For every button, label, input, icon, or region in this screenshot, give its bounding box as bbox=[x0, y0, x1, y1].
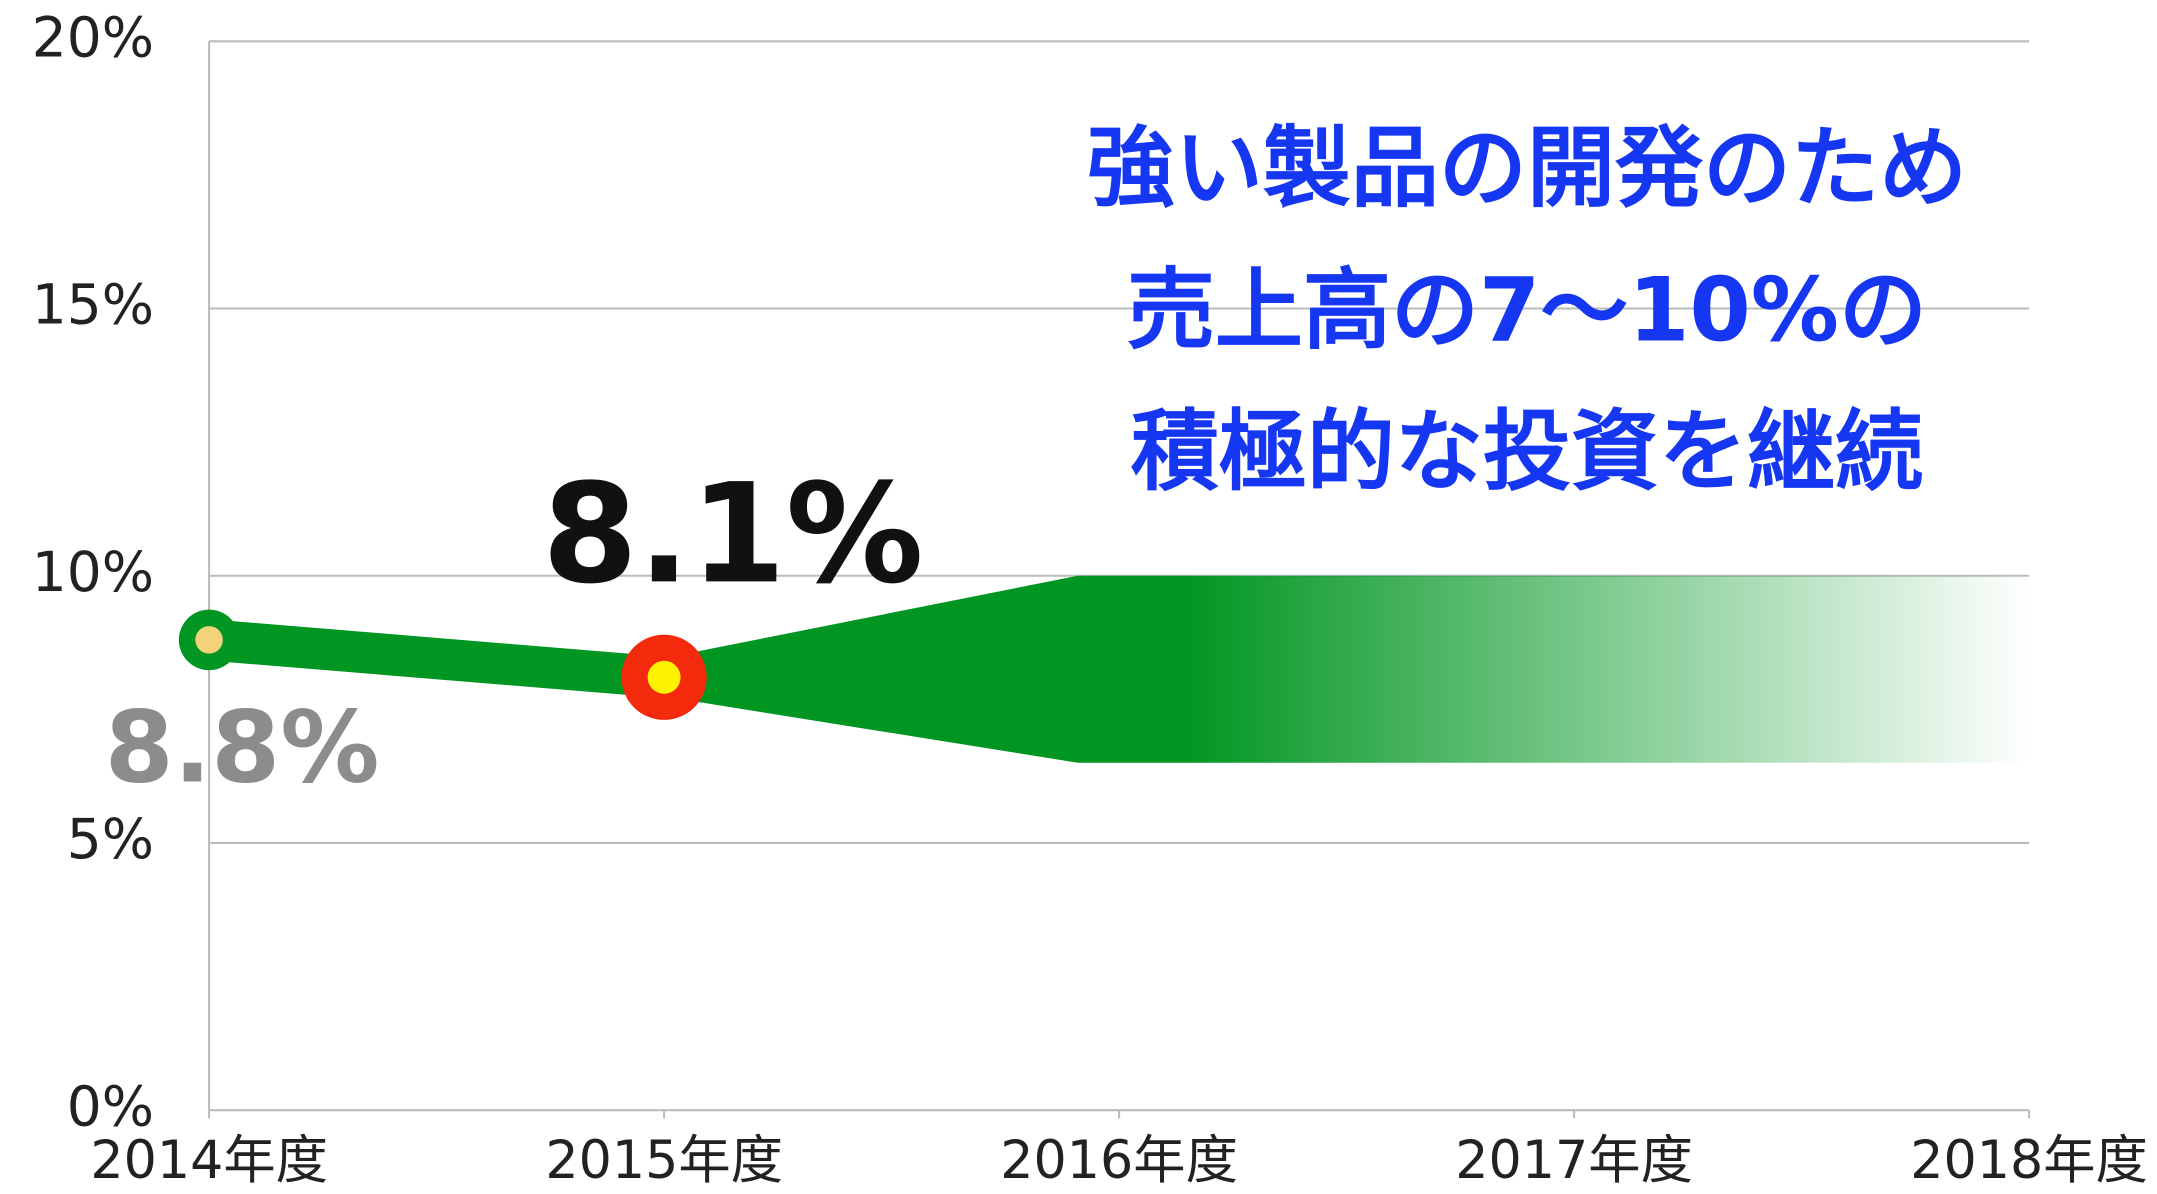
y-tick-label: 15% bbox=[32, 273, 154, 337]
annotation: 強い製品の開発のため bbox=[1087, 117, 1967, 220]
x-tick-label: 2015年度 bbox=[545, 1130, 783, 1190]
x-tick-label: 2017年度 bbox=[1455, 1130, 1693, 1190]
line bbox=[207, 619, 666, 698]
target-range bbox=[664, 575, 2030, 763]
x-tick-label: 2014年度 bbox=[90, 1130, 328, 1190]
y-tick-label: 20% bbox=[32, 5, 154, 69]
annotation: 売上高の7〜10%の bbox=[1127, 258, 1927, 361]
point-inner bbox=[195, 626, 223, 654]
point-inner bbox=[647, 660, 681, 694]
value-label: 8.1% bbox=[542, 454, 923, 614]
value-label: 8.8% bbox=[105, 690, 380, 805]
x-tick-label: 2016年度 bbox=[1000, 1130, 1238, 1190]
x-tick-label: 2018年度 bbox=[1910, 1130, 2148, 1190]
y-tick-label: 5% bbox=[67, 807, 154, 871]
annotation: 積極的な投資を継続 bbox=[1131, 400, 1923, 503]
y-tick-label: 0% bbox=[67, 1074, 154, 1138]
y-tick-label: 10% bbox=[32, 540, 154, 604]
